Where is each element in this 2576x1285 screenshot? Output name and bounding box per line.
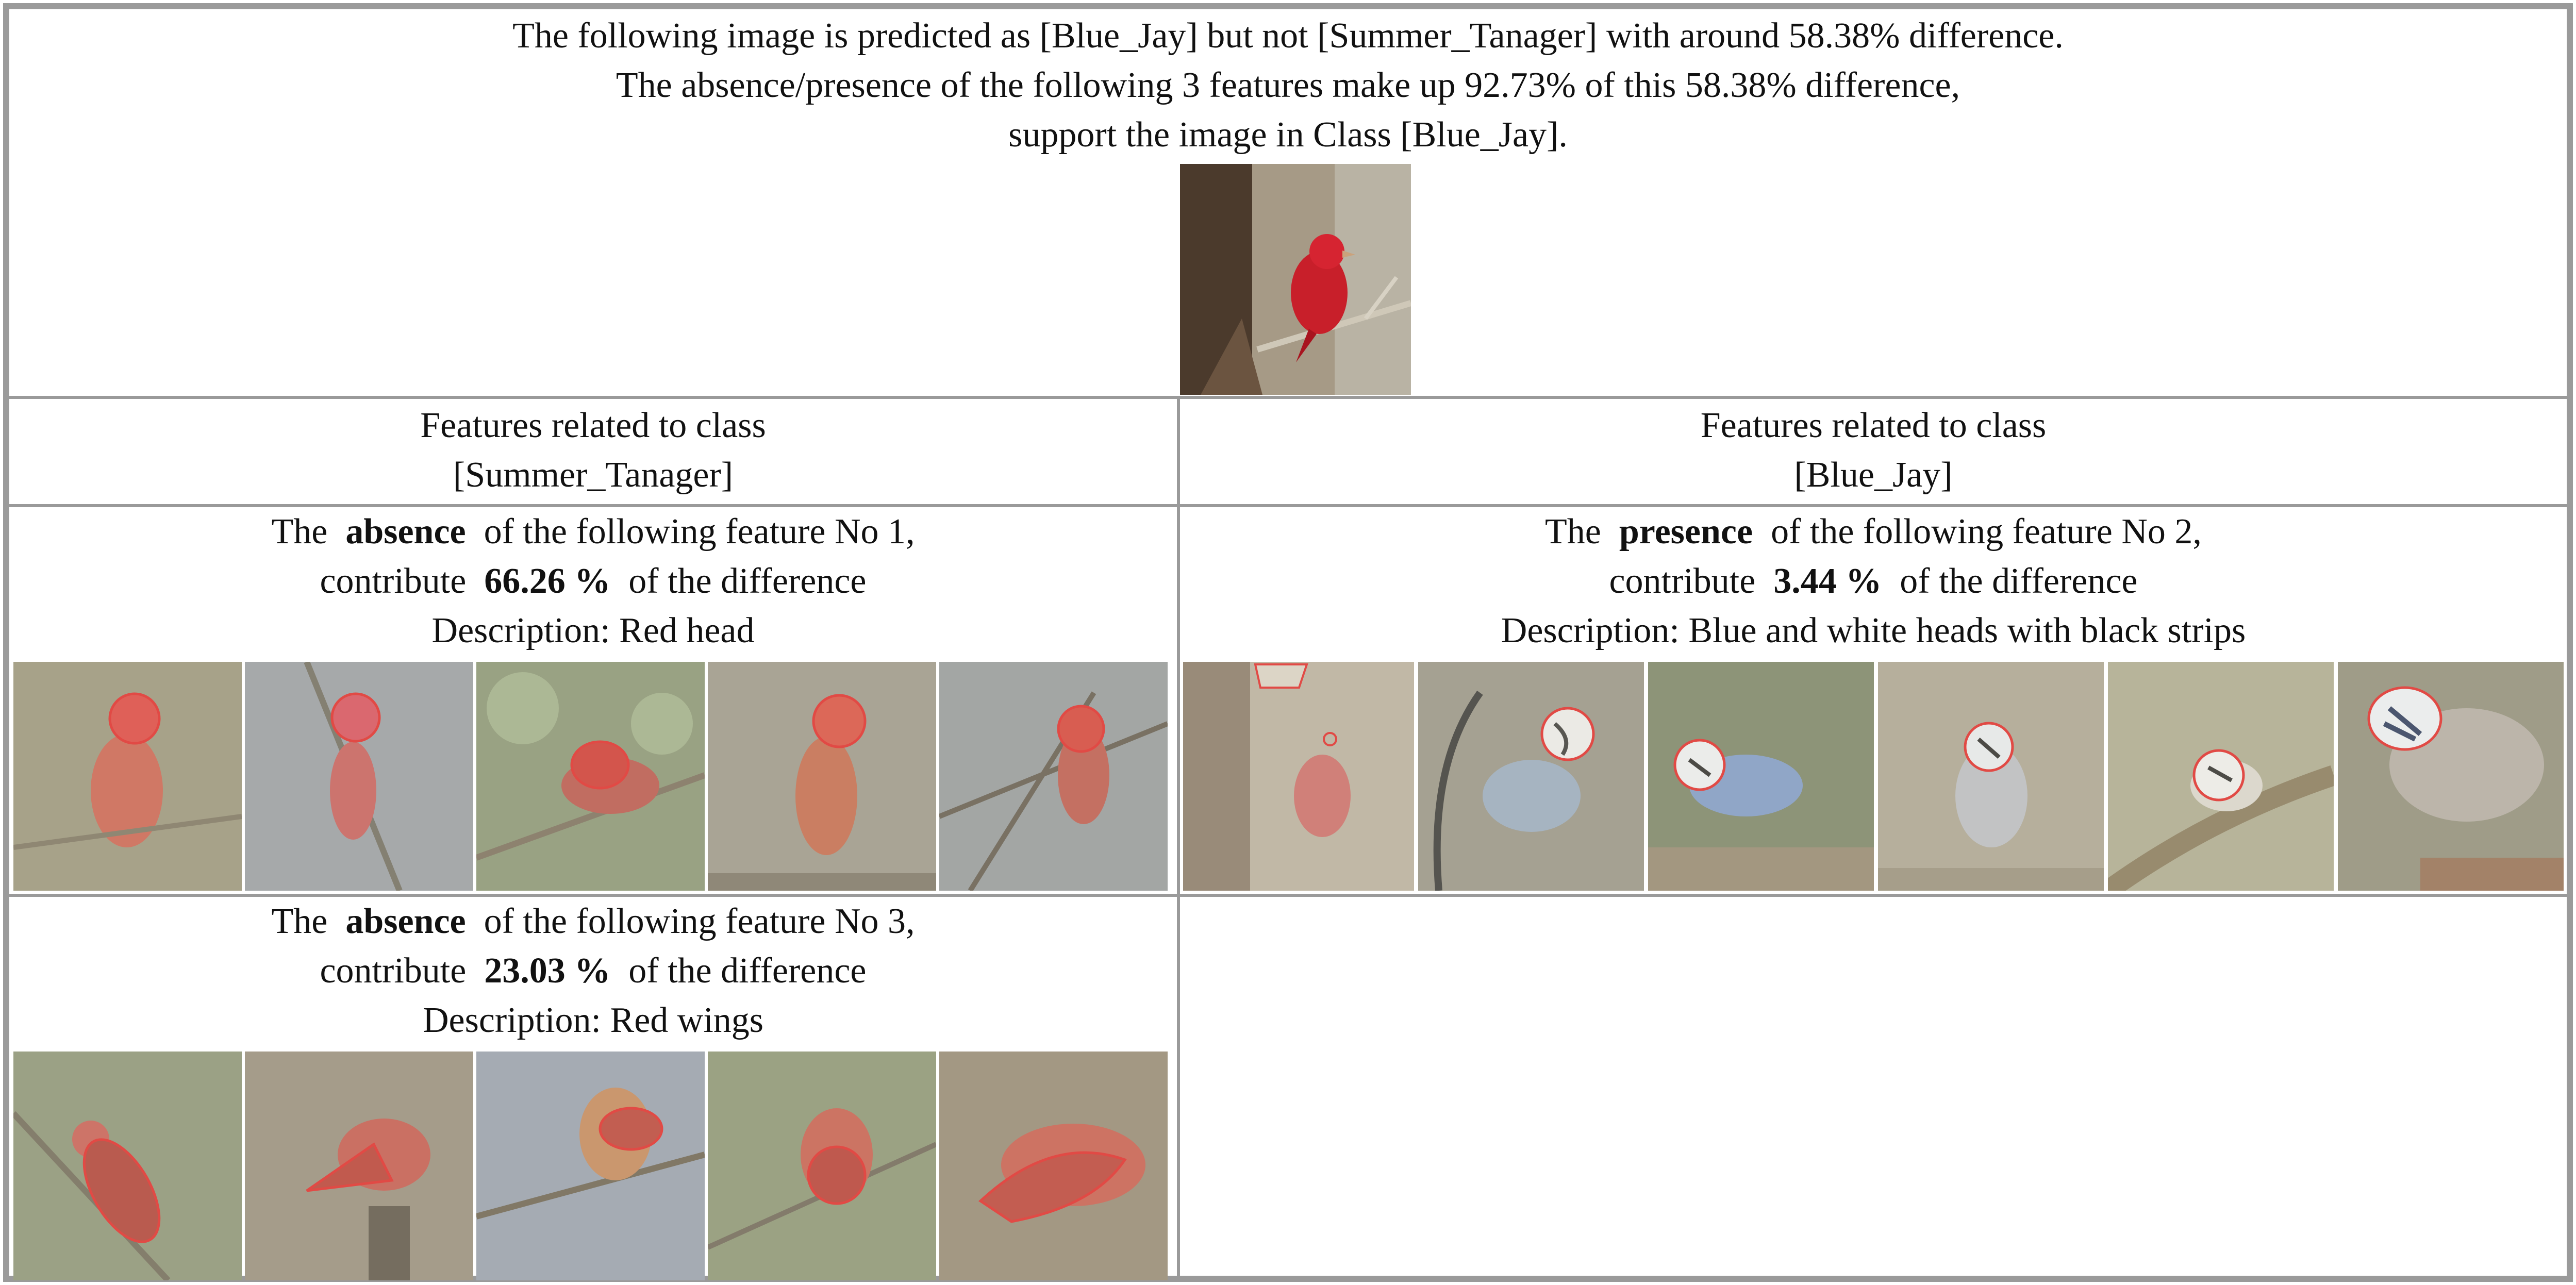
blue-jay-head-thumbnail xyxy=(2338,662,2564,891)
empty-cell xyxy=(1177,894,2570,1279)
feature-1-percent: 66.26 % xyxy=(484,561,611,601)
feature-1-thumbnail-strip xyxy=(13,662,1168,891)
summary-line-2: The absence/presence of the following 3 … xyxy=(616,65,1960,105)
red-wing-thumbnail xyxy=(245,1052,473,1280)
feature-1-description: Description: Red head xyxy=(431,611,755,650)
feature-cell-3: The absence of the following feature No … xyxy=(6,894,1180,1280)
feature-1-line-2: contribute 66.26 % of the difference xyxy=(320,561,867,601)
column-header-line-1: Features related to class xyxy=(1700,406,2047,445)
feature-3-kind: absence xyxy=(345,902,466,941)
feature-2-thumbnail-strip xyxy=(1183,662,2564,891)
column-header-line-2: [Blue_Jay] xyxy=(1794,455,1953,495)
feature-cell-2: The presence of the following feature No… xyxy=(1177,504,2570,897)
feature-3-thumbnail-strip xyxy=(13,1052,1168,1280)
blue-jay-head-thumbnail xyxy=(1878,662,2104,891)
summary-cell: The following image is predicted as [Blu… xyxy=(6,6,2570,399)
feature-2-percent: 3.44 % xyxy=(1773,561,1882,601)
feature-3-line-1: The absence of the following feature No … xyxy=(271,902,915,941)
red-wing-thumbnail xyxy=(476,1052,705,1280)
blue-jay-head-thumbnail xyxy=(1648,662,1874,891)
red-wing-thumbnail xyxy=(708,1052,936,1280)
red-head-thumbnail xyxy=(13,662,242,891)
feature-3-percent: 23.03 % xyxy=(484,951,611,991)
red-head-thumbnail xyxy=(245,662,473,891)
column-header-line-1: Features related to class xyxy=(420,406,766,445)
red-wing-thumbnail xyxy=(939,1052,1168,1280)
red-head-thumbnail xyxy=(708,662,936,891)
feature-2-kind: presence xyxy=(1619,512,1753,552)
red-wing-thumbnail xyxy=(13,1052,242,1280)
feature-1-line-1: The absence of the following feature No … xyxy=(271,512,915,552)
summary-line-3: support the image in Class [Blue_Jay]. xyxy=(1008,115,1568,155)
blue-jay-head-thumbnail xyxy=(1418,662,1644,891)
query-image xyxy=(1180,164,1411,395)
feature-1-kind: absence xyxy=(345,512,466,552)
red-head-thumbnail xyxy=(939,662,1168,891)
blue-jay-head-thumbnail xyxy=(2108,662,2334,891)
feature-2-description: Description: Blue and white heads with b… xyxy=(1501,611,2246,650)
summary-line-1: The following image is predicted as [Blu… xyxy=(512,16,2064,56)
feature-3-line-2: contribute 23.03 % of the difference xyxy=(320,951,867,991)
column-header-blue-jay: Features related to class [Blue_Jay] xyxy=(1177,396,2570,507)
feature-3-description: Description: Red wings xyxy=(422,1000,764,1040)
feature-2-line-1: The presence of the following feature No… xyxy=(1545,512,2202,552)
column-header-summer-tanager: Features related to class [Summer_Tanage… xyxy=(6,396,1180,507)
feature-2-line-2: contribute 3.44 % of the difference xyxy=(1609,561,2138,601)
column-header-line-2: [Summer_Tanager] xyxy=(453,455,734,495)
report-table: The following image is predicted as [Blu… xyxy=(3,3,2573,1282)
red-head-thumbnail xyxy=(476,662,705,891)
feature-cell-1: The absence of the following feature No … xyxy=(6,504,1180,897)
blue-jay-head-thumbnail xyxy=(1183,662,1414,891)
